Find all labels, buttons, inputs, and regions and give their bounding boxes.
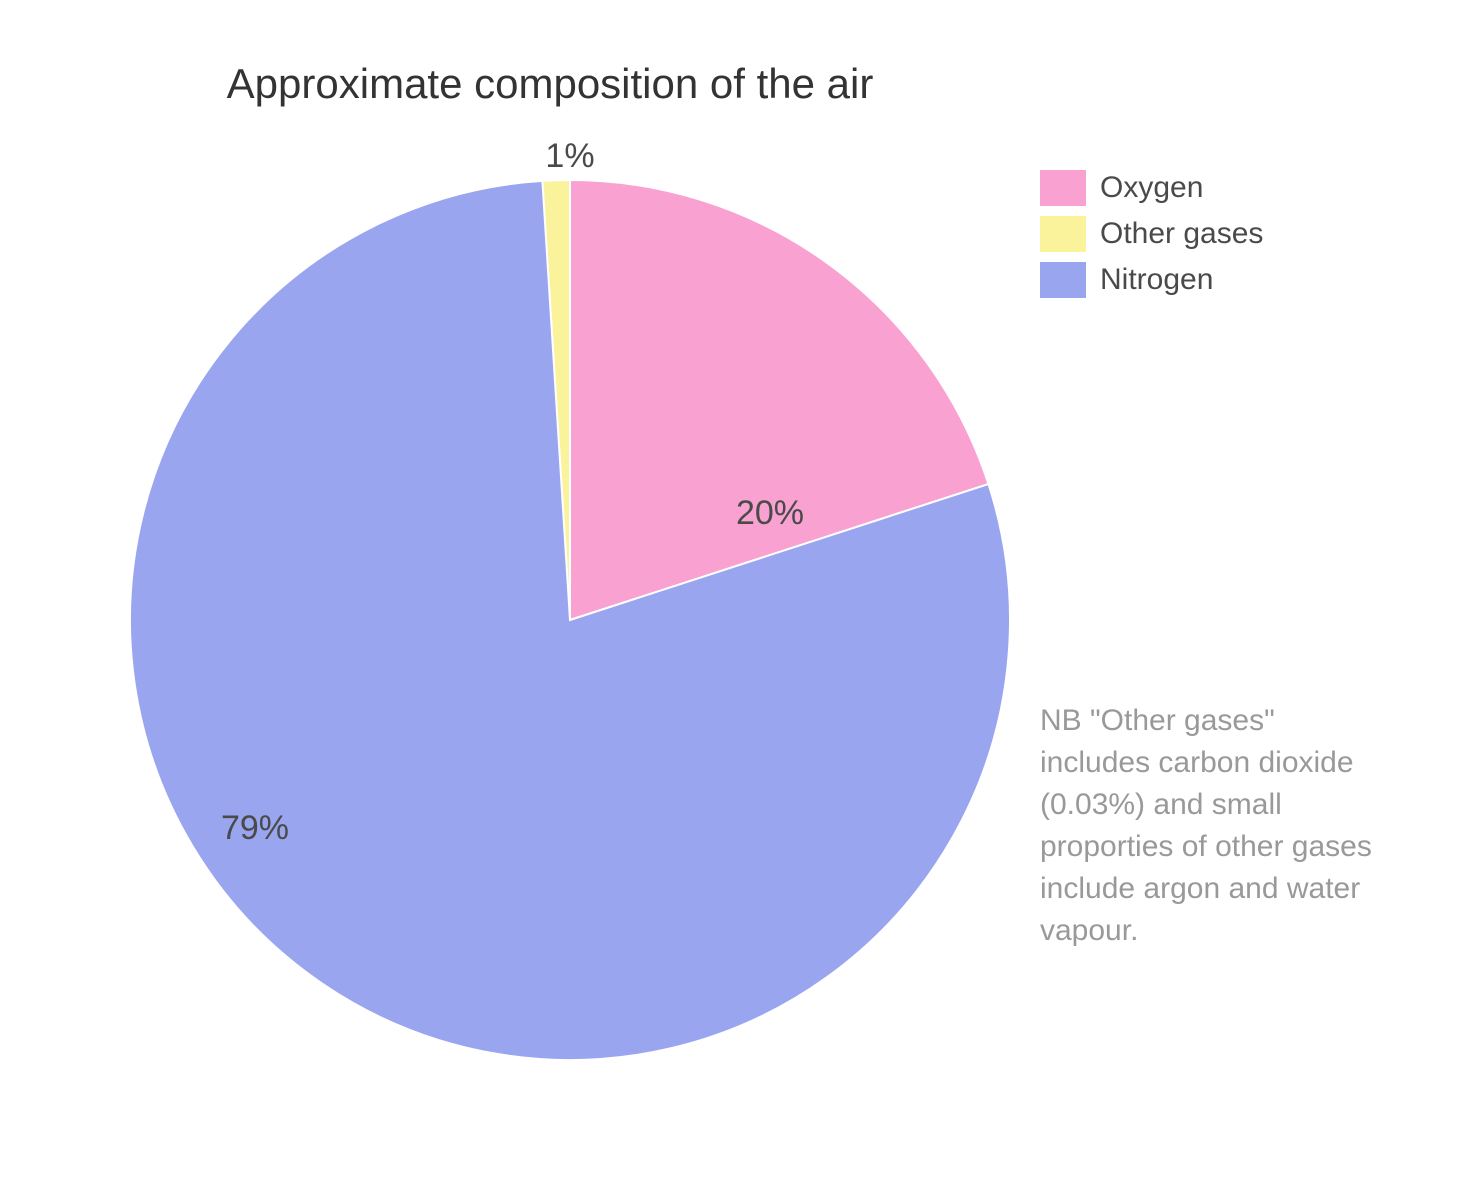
slice-label-oxygen: 20% [736, 494, 804, 532]
legend-label: Other gases [1100, 217, 1263, 251]
chart-container: Approximate composition of the air 1% 20%… [0, 0, 1484, 1194]
legend-label: Nitrogen [1100, 263, 1213, 297]
legend-swatch [1040, 262, 1086, 298]
legend-item-oxygen: Oxygen [1040, 170, 1263, 206]
legend-item-nitrogen: Nitrogen [1040, 262, 1263, 298]
legend-label: Oxygen [1100, 171, 1203, 205]
pie-chart-svg: 1% 20% 79% [100, 140, 1040, 1100]
slice-label-other-gases: 1% [545, 140, 594, 175]
chart-note: NB "Other gases" includes carbon dioxide… [1040, 700, 1390, 952]
slice-label-nitrogen: 79% [221, 809, 289, 847]
legend-swatch [1040, 170, 1086, 206]
chart-title: Approximate composition of the air [0, 60, 1100, 108]
legend: Oxygen Other gases Nitrogen [1040, 170, 1263, 308]
legend-item-other-gases: Other gases [1040, 216, 1263, 252]
legend-swatch [1040, 216, 1086, 252]
